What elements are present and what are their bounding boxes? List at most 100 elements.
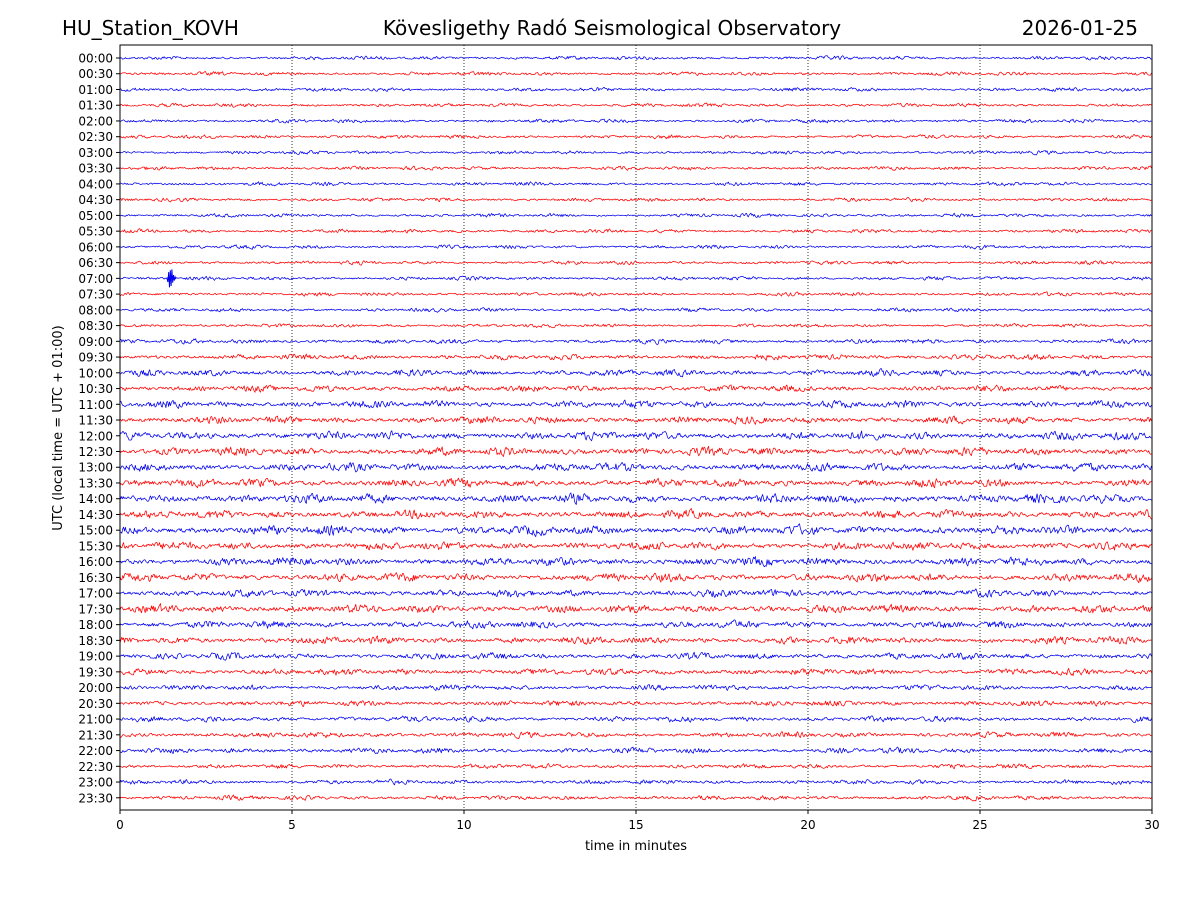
- trace-15: [119, 291, 1152, 297]
- trace-27: [119, 477, 1152, 489]
- y-tick-label-2: 01:00: [78, 83, 113, 97]
- trace-6: [119, 150, 1152, 156]
- x-tick-label-2: 10: [456, 818, 471, 832]
- trace-39: [119, 668, 1152, 677]
- y-tick-label-1: 00:30: [78, 67, 113, 81]
- trace-0: [119, 55, 1152, 61]
- y-tick-label-35: 17:30: [78, 602, 113, 616]
- y-tick-label-17: 08:30: [78, 319, 113, 333]
- y-tick-label-28: 14:00: [78, 492, 113, 506]
- y-tick-label-9: 04:30: [78, 193, 113, 207]
- trace-7: [119, 165, 1152, 171]
- trace-9: [119, 197, 1152, 203]
- y-tick-label-10: 05:00: [78, 209, 113, 223]
- y-axis-label: UTC (local time = UTC + 01:00): [51, 325, 66, 530]
- trace-31: [119, 541, 1152, 551]
- x-tick-label-1: 5: [288, 818, 296, 832]
- y-tick-label-18: 09:00: [78, 335, 113, 349]
- y-tick-label-30: 15:00: [78, 524, 113, 538]
- y-tick-label-46: 23:00: [78, 776, 113, 790]
- y-tick-label-39: 19:30: [78, 665, 113, 679]
- y-tick-label-12: 06:00: [78, 240, 113, 254]
- y-tick-label-40: 20:00: [78, 681, 113, 695]
- y-tick-label-43: 21:30: [78, 728, 113, 742]
- trace-44: [119, 746, 1152, 755]
- trace-40: [119, 684, 1152, 691]
- date-title: 2026-01-25: [1022, 16, 1138, 40]
- y-tick-label-24: 12:00: [78, 429, 113, 443]
- y-tick-label-29: 14:30: [78, 508, 113, 522]
- trace-1: [119, 71, 1152, 77]
- y-tick-label-11: 05:30: [78, 225, 113, 239]
- y-tick-label-15: 07:30: [78, 288, 113, 302]
- x-tick-label-6: 30: [1144, 818, 1159, 832]
- trace-16: [119, 307, 1152, 313]
- trace-2: [119, 86, 1152, 92]
- y-tick-label-45: 22:30: [78, 760, 113, 774]
- y-tick-label-19: 09:30: [78, 351, 113, 365]
- y-tick-label-41: 20:30: [78, 697, 113, 711]
- trace-47: [119, 794, 1152, 802]
- trace-17: [119, 322, 1152, 329]
- trace-32: [119, 556, 1152, 568]
- trace-8: [119, 181, 1152, 187]
- trace-10: [119, 212, 1152, 218]
- trace-13: [119, 260, 1152, 266]
- y-tick-label-23: 11:30: [78, 414, 113, 428]
- trace-41: [119, 700, 1152, 707]
- x-tick-label-0: 0: [116, 818, 124, 832]
- y-tick-label-38: 19:00: [78, 650, 113, 664]
- y-tick-label-26: 13:00: [78, 461, 113, 475]
- trace-28: [119, 492, 1152, 505]
- trace-30: [119, 523, 1152, 537]
- trace-46: [119, 778, 1152, 786]
- trace-29: [119, 508, 1152, 520]
- y-tick-label-0: 00:00: [78, 52, 113, 66]
- y-tick-label-34: 17:00: [78, 587, 113, 601]
- y-tick-label-32: 16:00: [78, 555, 113, 569]
- trace-25: [119, 445, 1152, 457]
- trace-11: [119, 228, 1152, 234]
- station-title: HU_Station_KOVH: [62, 16, 239, 40]
- trace-18: [119, 338, 1152, 345]
- y-tick-label-36: 18:00: [78, 618, 113, 632]
- trace-43: [119, 731, 1152, 740]
- y-tick-label-37: 18:30: [78, 634, 113, 648]
- trace-34: [119, 588, 1152, 598]
- y-tick-label-47: 23:30: [78, 791, 113, 805]
- trace-26: [119, 461, 1152, 473]
- y-tick-label-22: 11:00: [78, 398, 113, 412]
- y-tick-label-6: 03:00: [78, 146, 113, 160]
- trace-22: [119, 399, 1152, 409]
- y-tick-label-16: 08:00: [78, 303, 113, 317]
- trace-42: [119, 715, 1152, 723]
- x-axis-ticks: 0 5 10 15 20 25 30: [116, 810, 1160, 832]
- y-tick-label-5: 02:30: [78, 130, 113, 144]
- x-tick-label-5: 25: [972, 818, 987, 832]
- trace-45: [119, 763, 1152, 770]
- trace-35: [119, 603, 1152, 614]
- trace-20: [119, 368, 1152, 378]
- trace-19: [119, 353, 1152, 361]
- y-tick-label-31: 15:30: [78, 539, 113, 553]
- trace-38: [119, 651, 1152, 661]
- y-tick-label-8: 04:00: [78, 177, 113, 191]
- y-tick-label-20: 10:00: [78, 366, 113, 380]
- y-tick-label-3: 01:30: [78, 99, 113, 113]
- y-tick-label-27: 13:30: [78, 476, 113, 490]
- y-tick-label-13: 06:30: [78, 256, 113, 270]
- observatory-title: Kövesligethy Radó Seismological Observat…: [383, 16, 841, 40]
- y-tick-label-44: 22:00: [78, 744, 113, 758]
- y-tick-label-4: 02:00: [78, 114, 113, 128]
- y-tick-label-14: 07:00: [78, 272, 113, 286]
- x-axis-label: time in minutes: [585, 839, 687, 854]
- trace-4: [119, 118, 1152, 124]
- trace-3: [119, 102, 1152, 108]
- trace-24: [119, 430, 1152, 442]
- trace-37: [119, 635, 1152, 645]
- x-tick-label-3: 15: [628, 818, 643, 832]
- trace-5: [119, 134, 1152, 140]
- trace-23: [119, 415, 1152, 425]
